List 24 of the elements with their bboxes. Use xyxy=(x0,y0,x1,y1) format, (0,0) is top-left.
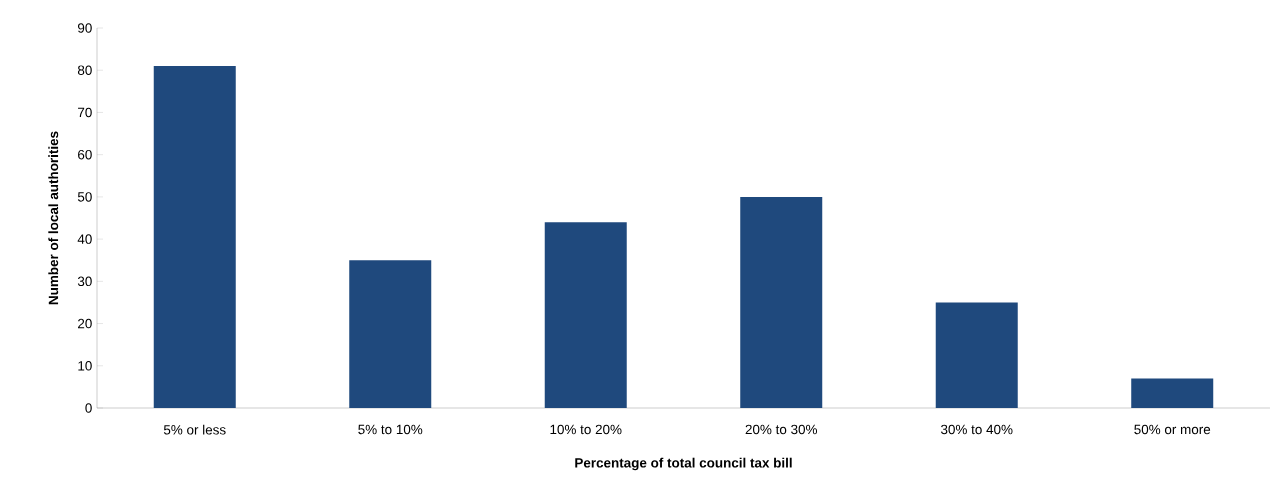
y-tick-label: 10 xyxy=(78,361,92,371)
y-tick-label: 50 xyxy=(77,192,92,202)
y-tick-label: 60 xyxy=(78,149,92,160)
bar xyxy=(349,260,432,408)
x-tick-label: 30% to 40% xyxy=(940,424,1013,435)
x-tick-label: 50% or more xyxy=(1134,424,1211,435)
x-tick-label: 10% to 20% xyxy=(550,424,622,435)
bar xyxy=(544,222,627,408)
y-axis-title: Number of local authorities xyxy=(48,131,59,305)
y-tick-label: 70 xyxy=(78,107,92,118)
y-tick-label: 80 xyxy=(77,65,92,75)
y-tick-label: 90 xyxy=(77,23,92,33)
x-axis-title: Percentage of total council tax bill xyxy=(575,457,792,471)
y-tick-label: 20 xyxy=(78,318,92,329)
bar xyxy=(935,302,1018,408)
x-tick-label: 5% to 10% xyxy=(358,424,423,435)
bar xyxy=(153,66,236,408)
x-tick-label: 20% to 30% xyxy=(745,424,818,435)
y-tick-label: 40 xyxy=(77,234,92,244)
y-tick-label: 30 xyxy=(77,276,92,287)
x-tick-label: 5% or less xyxy=(163,424,226,435)
y-tick-label: 0 xyxy=(85,403,92,413)
bar xyxy=(740,196,823,408)
bar xyxy=(1131,378,1214,408)
